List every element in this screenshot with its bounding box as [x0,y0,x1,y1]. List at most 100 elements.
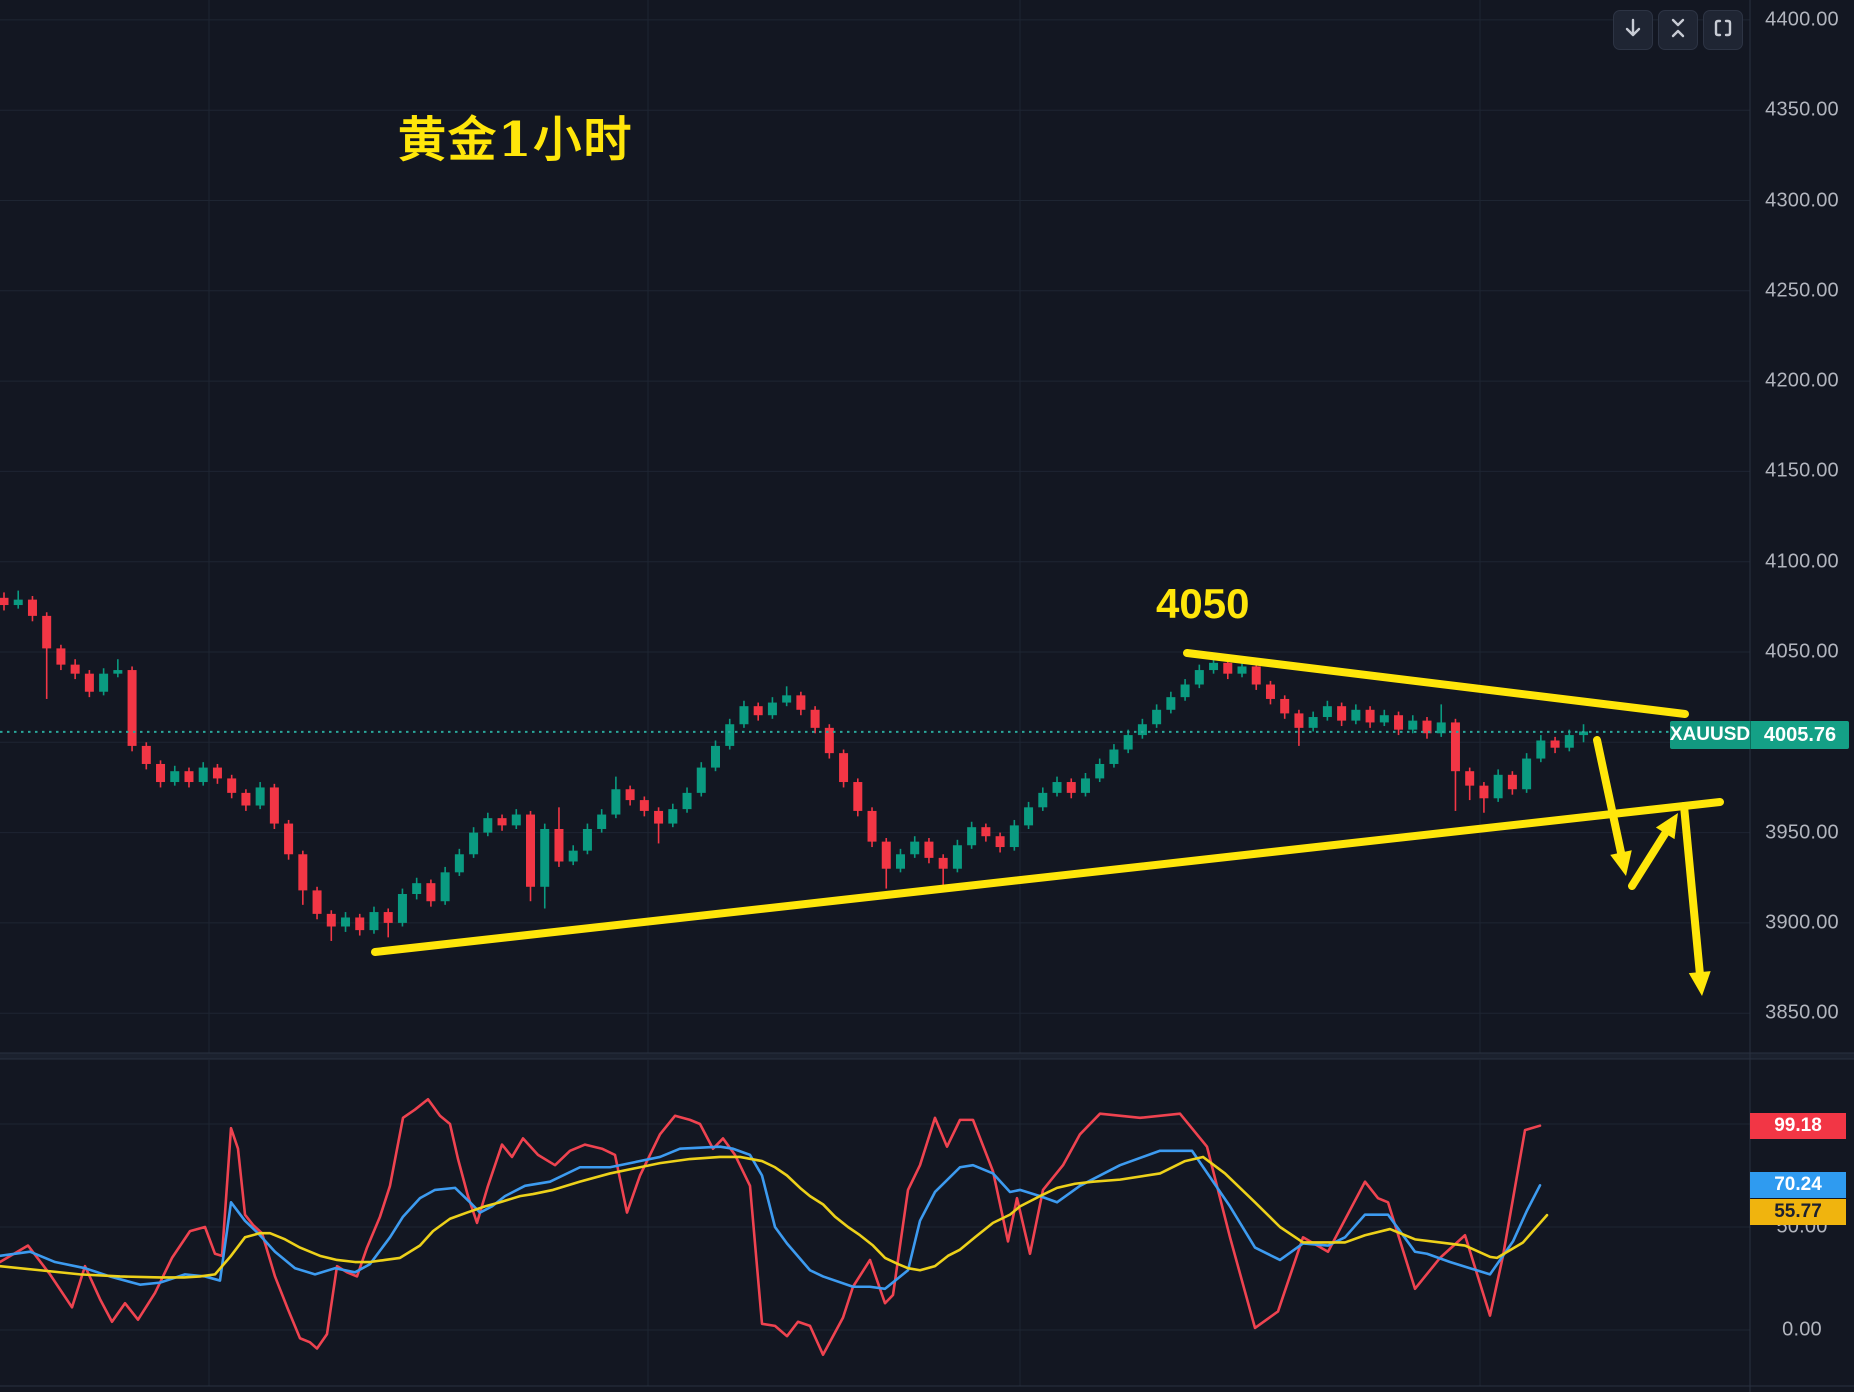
candle-body [1166,697,1176,710]
candle-body [1152,709,1162,725]
collapse-chevrons-icon [1667,17,1689,44]
resistance-trendline[interactable] [1183,649,1689,718]
candle-body [369,912,379,931]
indicator-value-badge: 99.18 [1750,1113,1846,1139]
price-tick-label: 4400.00 [1765,8,1839,31]
candle-body [0,597,9,606]
candle-body [1109,749,1119,764]
candle-body [1137,724,1147,736]
current-price-label[interactable]: XAUUSD 4005.76 [1670,721,1849,749]
scroll-to-latest-button[interactable] [1613,10,1653,50]
price-tick-label: 4150.00 [1765,459,1839,482]
candle-body [397,894,407,923]
pane-separator[interactable] [0,1053,1854,1059]
support-trendline[interactable] [371,798,1724,956]
candle-body [1251,666,1261,685]
candle-body [1522,758,1532,790]
candle-body [1564,735,1574,748]
candle-body [497,818,507,826]
candle-body [767,702,777,716]
candle-body [995,836,1005,848]
chart-title: 黄金1小时 [398,112,634,168]
candle-body [1209,662,1219,671]
candle-body [682,792,692,810]
arrow-up-bounce[interactable] [1628,824,1673,890]
candle-body [853,782,863,811]
candle-body [1507,774,1517,790]
arrow-down-2-head [1688,971,1711,996]
candle-body [1280,698,1290,714]
candle-body [881,841,891,869]
candle-body [426,883,436,902]
candle-body [910,841,920,855]
collapse-pane-button[interactable] [1658,10,1698,50]
candle-body [1123,735,1133,750]
candle-body [1294,713,1304,728]
candle-body [725,724,735,746]
candle-body [839,753,849,783]
price-tick-label: 3850.00 [1765,1001,1839,1024]
candle-body [1436,722,1446,734]
candle-body [156,763,166,783]
maximize-pane-button[interactable] [1703,10,1743,50]
symbol-name: XAUUSD [1670,721,1751,749]
price-tick-label: 4100.00 [1765,550,1839,573]
candle-body [568,850,578,862]
candle-body [1066,782,1076,793]
candle-body [1408,720,1418,730]
candle-body [782,695,792,703]
candle-body [469,832,479,855]
candle-body [56,648,66,665]
candle-body [141,745,151,764]
arrow-down-2[interactable] [1680,802,1705,983]
price-tick-label: 4300.00 [1765,189,1839,211]
candle-body [84,673,94,692]
candle-body [967,827,977,846]
candle-body [483,818,493,833]
candle-body [1265,684,1275,699]
candle-body [284,823,294,855]
candle-body [1308,717,1318,728]
candle-body [212,767,222,779]
candle-body [611,789,621,815]
candle-body [1536,740,1546,759]
candle-body [1579,731,1589,736]
resistance-price-annotation: 4050 [1156,580,1250,627]
candle-body [1052,782,1062,793]
candle-body [241,792,251,806]
kdj-line-j [0,1097,1542,1357]
candle-body [796,695,806,710]
indicator-tick-label: 0.00 [1782,1318,1822,1341]
candle-body [824,727,834,754]
candle-body [654,810,664,824]
kdj-line-d [0,1155,1549,1279]
candle-body [99,673,109,692]
candle-body [711,745,720,768]
candle-body [227,778,237,793]
candle-body [582,828,592,851]
candle-body [27,599,37,616]
candle-body [1024,807,1034,826]
candle-body [298,854,308,891]
indicator-value-badge: 55.77 [1750,1199,1846,1225]
candle-body [1180,684,1190,698]
candle-body [1465,771,1475,786]
candle-body [668,809,678,824]
candle-body [383,912,393,923]
candle-body [184,771,194,783]
candle-body [981,827,991,837]
candle-body [867,810,877,842]
price-tick-label: 3900.00 [1765,911,1839,934]
candle-body [938,857,948,869]
candle-body [1493,774,1503,799]
arrow-down-1[interactable] [1593,736,1627,863]
candle-body [1394,715,1404,730]
price-tick-label: 4250.00 [1765,279,1839,302]
candle-body [269,787,279,824]
candle-body [1479,785,1489,799]
candle-body [895,854,905,869]
price-tick-label: 4200.00 [1765,369,1839,392]
